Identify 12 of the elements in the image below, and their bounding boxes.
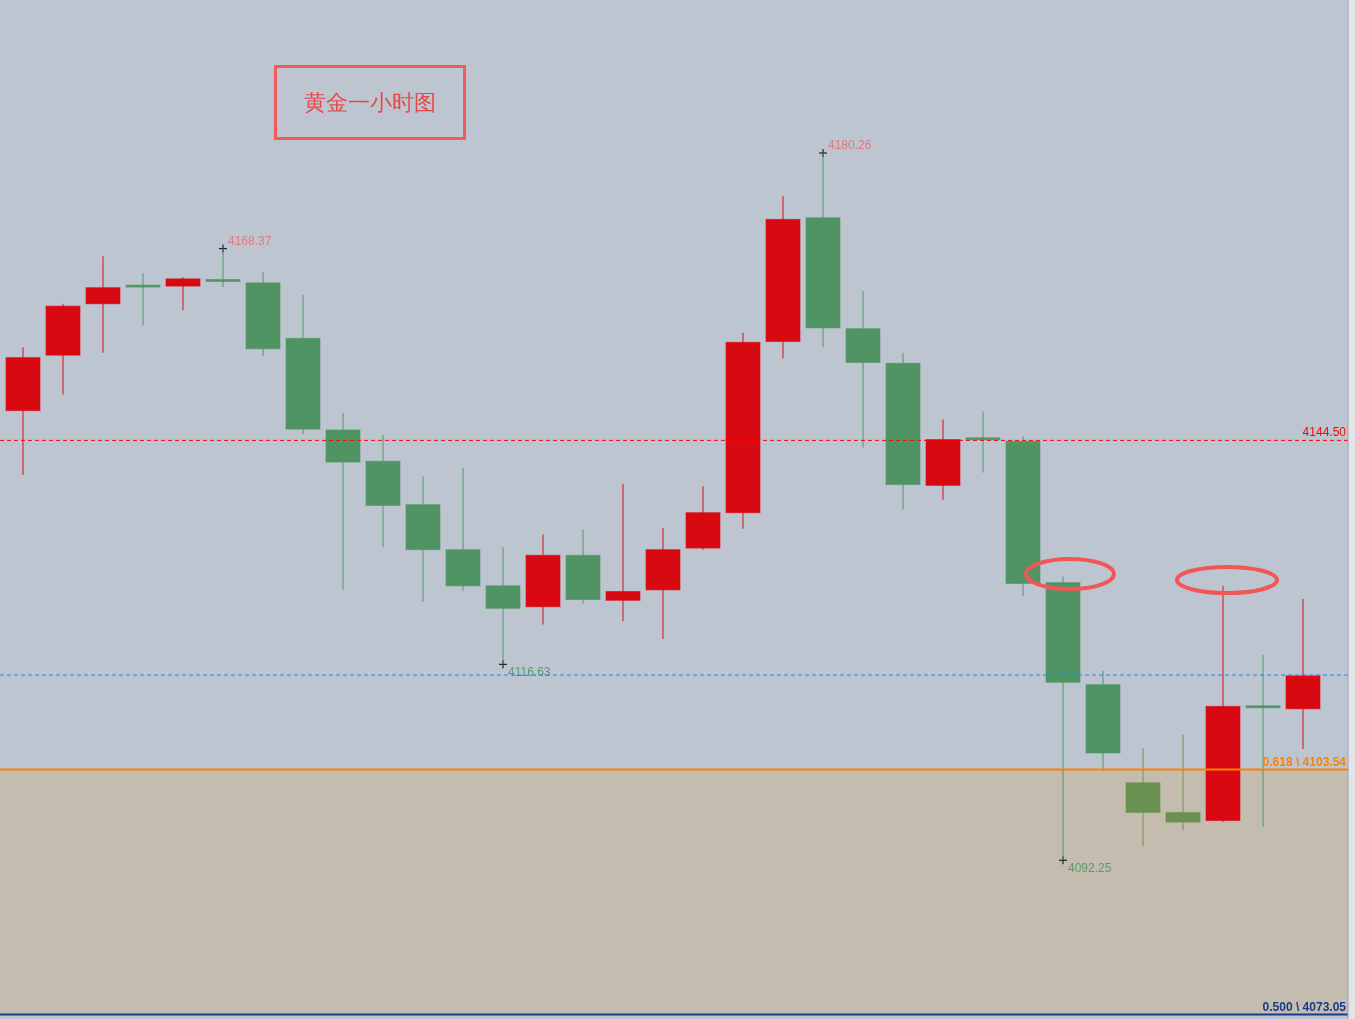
ref-line-label: 4144.50	[1302, 425, 1347, 440]
candlestick	[125, 272, 161, 327]
annotation: 4180.26	[828, 138, 872, 153]
ref-line-label: 0.618 \ 4103.54	[1262, 754, 1347, 769]
candlestick	[1165, 733, 1201, 831]
candlestick	[965, 410, 1001, 474]
annotation: 4092.25	[1068, 861, 1112, 876]
annotation: 4168.37	[228, 233, 272, 248]
candlestick	[605, 483, 641, 622]
text: 黄金一小时图	[274, 65, 466, 140]
ref-line-label: 0.500 \ 4073.05	[1262, 999, 1347, 1014]
annotation: 4116.63	[508, 665, 551, 680]
